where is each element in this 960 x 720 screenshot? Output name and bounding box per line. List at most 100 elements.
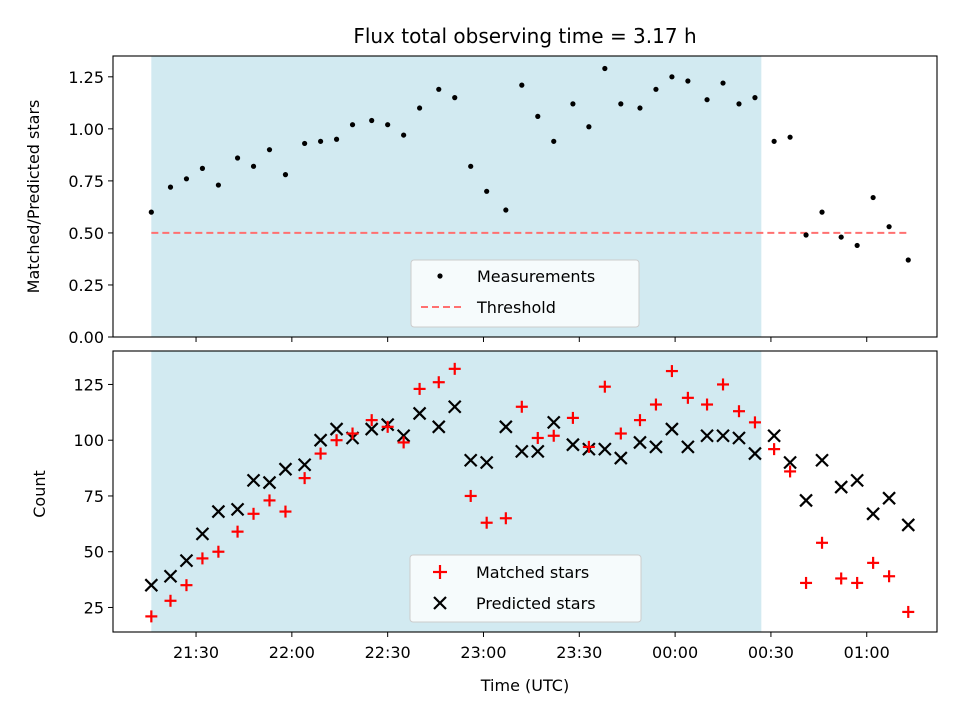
predicted-star-point (665, 422, 679, 436)
predicted-star-point (515, 444, 529, 459)
top-plot-frame (112, 55, 938, 338)
predicted-star-point (144, 578, 159, 592)
bottom-legend: Matched stars Predicted stars (409, 554, 642, 623)
bottom-legend-box (409, 554, 642, 623)
matched-star-point (231, 525, 244, 538)
predicted-star-point (396, 428, 411, 443)
predicted-star-point (297, 457, 312, 472)
measurement-point (736, 101, 742, 107)
top-y-axis-label: Matched/Predicted stars (24, 100, 43, 294)
measurement-point (349, 122, 356, 128)
measurement-point (250, 163, 257, 169)
predicted-star-point (546, 415, 561, 430)
measurement-point (752, 95, 758, 101)
matched-star-point (515, 400, 528, 413)
matched-star-point (397, 436, 410, 449)
matched-star-point (464, 489, 477, 502)
predicted-star-point (598, 442, 612, 456)
measurement-point (417, 105, 423, 111)
measurement-point (886, 224, 892, 230)
bottom-y-tick-label: 25 (84, 598, 104, 617)
measurement-point (401, 132, 407, 138)
predicted-star-point (246, 473, 261, 488)
matched-star-point (346, 427, 359, 440)
matched-star-point (164, 594, 177, 607)
measurement-point (551, 138, 557, 144)
matched-star-point (298, 472, 311, 485)
measurement-point (317, 138, 324, 144)
matched-star-point (413, 382, 426, 395)
measurement-point (519, 82, 525, 88)
measurement-point (282, 172, 289, 178)
measurement-point (503, 207, 509, 213)
predicted-star-point (163, 569, 178, 584)
measurement-point (803, 232, 809, 238)
matched-star-point (816, 536, 829, 549)
predicted-star-point (230, 502, 245, 517)
matched-star-point (582, 440, 595, 453)
matched-star-point (902, 605, 915, 618)
legend-predicted-marker (433, 596, 447, 610)
legend-threshold-label: Threshold (476, 298, 556, 317)
measurement-point (905, 257, 911, 263)
predicted-star-point (834, 480, 848, 494)
predicted-star-point (614, 451, 628, 465)
predicted-star-point (882, 491, 896, 505)
matched-star-point (867, 556, 880, 569)
matched-star-point (681, 391, 694, 404)
bottom-marks-layer (144, 362, 916, 623)
predicted-star-point (412, 406, 427, 421)
measurement-point (819, 209, 825, 215)
predicted-star-point (700, 428, 714, 443)
x-axis-label: Time (UTC) (480, 676, 569, 695)
matched-star-point (263, 494, 276, 507)
predicted-star-point (815, 453, 829, 468)
matched-star-point (365, 414, 378, 427)
matched-star-point (800, 576, 813, 589)
predicted-star-point (195, 527, 210, 541)
predicted-star-point (633, 435, 647, 450)
x-tick-label: 00:30 (748, 643, 794, 662)
top-y-tick-label: 1.00 (68, 120, 104, 139)
matched-star-point (330, 434, 343, 447)
top-panel: 0.00 0.25 0.50 0.75 1.00 1.25 Matched/Predict… (24, 55, 938, 347)
matched-star-point (448, 362, 461, 375)
measurement-point (183, 176, 190, 182)
chart-title: Flux total observing time = 3.17 h (353, 24, 696, 48)
predicted-star-point (313, 433, 328, 447)
top-legend: Measurements Threshold (410, 259, 640, 328)
top-marks-layer (148, 65, 911, 263)
predicted-star-point (179, 553, 194, 568)
top-y-tick-label: 0.75 (68, 172, 104, 191)
predicted-star-point (783, 455, 797, 470)
predicted-star-point (850, 473, 864, 488)
matched-star-point (784, 465, 797, 478)
x-tick-label: 23:00 (460, 643, 506, 662)
predicted-star-point (278, 462, 293, 476)
measurement-point (199, 165, 206, 171)
top-legend-box (410, 259, 640, 328)
matched-star-point (732, 405, 745, 418)
top-axes-layer: 0.00 0.25 0.50 0.75 1.00 1.25 (68, 68, 868, 347)
measurement-point (369, 117, 375, 124)
measurement-point (787, 134, 793, 140)
matched-star-point (748, 416, 761, 429)
x-tick-label: 23:30 (556, 643, 602, 662)
predicted-star-point (499, 420, 513, 434)
predicted-star-point (866, 507, 880, 521)
legend-measurements-label: Measurements (477, 267, 595, 286)
measurement-point (535, 113, 541, 119)
predicted-star-point (262, 475, 277, 490)
bottom-y-tick-label: 125 (73, 375, 104, 394)
legend-matched-label: Matched stars (476, 563, 589, 582)
measurement-point (266, 147, 273, 153)
bottom-axes-layer: 25 50 75 100 125 21:30 22:00 22:30 23:00 23:30 00:… (73, 375, 889, 662)
predicted-star-point (748, 446, 762, 461)
predicted-star-point (901, 518, 916, 532)
legend-matched-marker (433, 565, 447, 579)
measurement-point (637, 105, 643, 111)
matched-star-point (566, 411, 579, 424)
measurement-point (234, 155, 241, 161)
bottom-y-tick-label: 100 (73, 431, 104, 450)
matched-star-point (851, 576, 864, 589)
